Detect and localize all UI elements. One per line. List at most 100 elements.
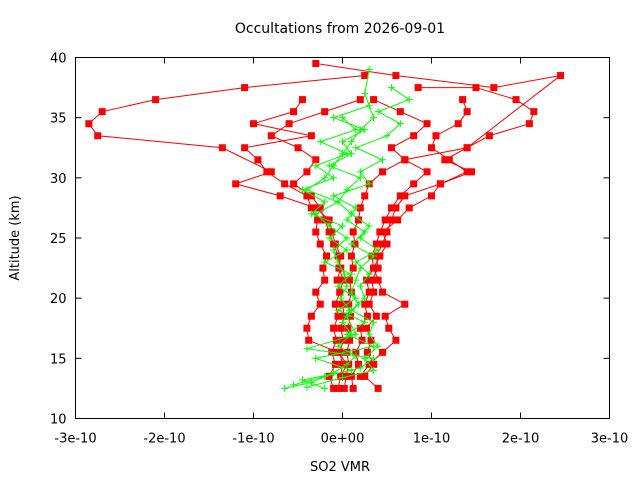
plot-area bbox=[85, 60, 565, 392]
data-point bbox=[305, 336, 313, 344]
data-point bbox=[325, 228, 333, 236]
data-point bbox=[459, 96, 467, 104]
y-tick-label: 40 bbox=[50, 52, 67, 67]
data-point bbox=[319, 264, 327, 272]
data-point bbox=[445, 156, 453, 164]
data-point bbox=[365, 222, 373, 230]
y-tick-label: 35 bbox=[50, 112, 67, 127]
data-point bbox=[339, 318, 346, 326]
data-point bbox=[312, 228, 320, 236]
data-point bbox=[370, 318, 378, 326]
data-point bbox=[303, 345, 311, 353]
data-point bbox=[361, 300, 369, 308]
data-point bbox=[363, 324, 371, 332]
data-point bbox=[321, 216, 329, 224]
data-point bbox=[321, 384, 329, 392]
data-point bbox=[276, 192, 284, 200]
data-point bbox=[396, 108, 404, 116]
data-point bbox=[298, 186, 306, 194]
data-point bbox=[356, 168, 364, 176]
red-series-line bbox=[359, 99, 469, 377]
data-point bbox=[290, 108, 298, 116]
data-point bbox=[321, 108, 329, 116]
data-point bbox=[352, 348, 360, 356]
data-point bbox=[339, 374, 346, 382]
data-point bbox=[356, 372, 364, 380]
x-tick-label: 2e-10 bbox=[502, 432, 540, 447]
data-point bbox=[414, 84, 422, 92]
x-tick-label: 3e-10 bbox=[591, 432, 629, 447]
data-point bbox=[325, 216, 333, 224]
data-point bbox=[321, 174, 329, 182]
data-point bbox=[298, 376, 306, 384]
data-point bbox=[250, 120, 257, 128]
data-point bbox=[454, 120, 462, 128]
data-point bbox=[410, 132, 418, 140]
data-point bbox=[298, 96, 306, 104]
data-point bbox=[405, 96, 413, 104]
data-point bbox=[307, 192, 315, 200]
data-point bbox=[352, 330, 360, 338]
data-point bbox=[365, 270, 373, 278]
data-point bbox=[346, 276, 354, 284]
data-point bbox=[352, 126, 360, 134]
data-point bbox=[463, 168, 471, 176]
data-point bbox=[356, 364, 364, 372]
data-point bbox=[347, 138, 355, 146]
y-tick-label: 30 bbox=[50, 172, 67, 187]
data-point bbox=[340, 270, 348, 278]
data-point bbox=[365, 180, 373, 188]
data-point bbox=[334, 342, 342, 350]
data-point bbox=[307, 312, 315, 320]
x-axis-label: SO2 VMR bbox=[310, 460, 370, 475]
data-point bbox=[307, 210, 315, 218]
data-point bbox=[368, 276, 376, 284]
data-point bbox=[428, 144, 435, 152]
data-point bbox=[374, 246, 382, 254]
data-point bbox=[321, 198, 329, 206]
data-point bbox=[347, 240, 355, 248]
data-point bbox=[392, 72, 400, 80]
data-point bbox=[294, 144, 302, 152]
data-point bbox=[385, 324, 393, 332]
data-point bbox=[370, 264, 378, 272]
data-point bbox=[387, 144, 395, 152]
data-point bbox=[330, 369, 338, 377]
data-point bbox=[490, 84, 498, 92]
data-point bbox=[372, 240, 380, 248]
data-point bbox=[339, 336, 347, 344]
data-point bbox=[232, 180, 240, 188]
data-point bbox=[356, 174, 364, 182]
data-point bbox=[343, 330, 351, 338]
data-point bbox=[336, 288, 344, 296]
data-point bbox=[349, 264, 357, 272]
data-point bbox=[241, 84, 249, 92]
data-point bbox=[352, 294, 360, 302]
chart-title: Occultations from 2026-09-01 bbox=[235, 21, 445, 37]
data-point bbox=[281, 384, 289, 392]
data-point bbox=[347, 252, 355, 260]
data-point bbox=[361, 72, 369, 80]
y-tick-label: 10 bbox=[50, 413, 67, 428]
data-point bbox=[361, 318, 369, 326]
green-series-2 bbox=[303, 102, 382, 391]
data-point bbox=[352, 144, 360, 152]
x-tick-label: -1e-10 bbox=[232, 432, 274, 447]
data-point bbox=[365, 66, 373, 74]
data-point bbox=[94, 132, 102, 140]
red-series-5 bbox=[241, 96, 351, 380]
data-point bbox=[343, 234, 351, 242]
data-point bbox=[374, 276, 382, 284]
red-series-line bbox=[88, 75, 365, 389]
data-point bbox=[347, 366, 355, 374]
data-point bbox=[356, 282, 364, 290]
y-tick-label: 15 bbox=[50, 352, 67, 367]
data-point bbox=[331, 360, 339, 368]
y-axis: 10 15 20 25 30 35 40 bbox=[50, 52, 610, 428]
data-point bbox=[334, 312, 342, 320]
data-point bbox=[370, 288, 378, 296]
data-point bbox=[281, 180, 289, 188]
data-point bbox=[374, 384, 382, 392]
data-point bbox=[370, 252, 378, 260]
data-point bbox=[303, 168, 311, 176]
